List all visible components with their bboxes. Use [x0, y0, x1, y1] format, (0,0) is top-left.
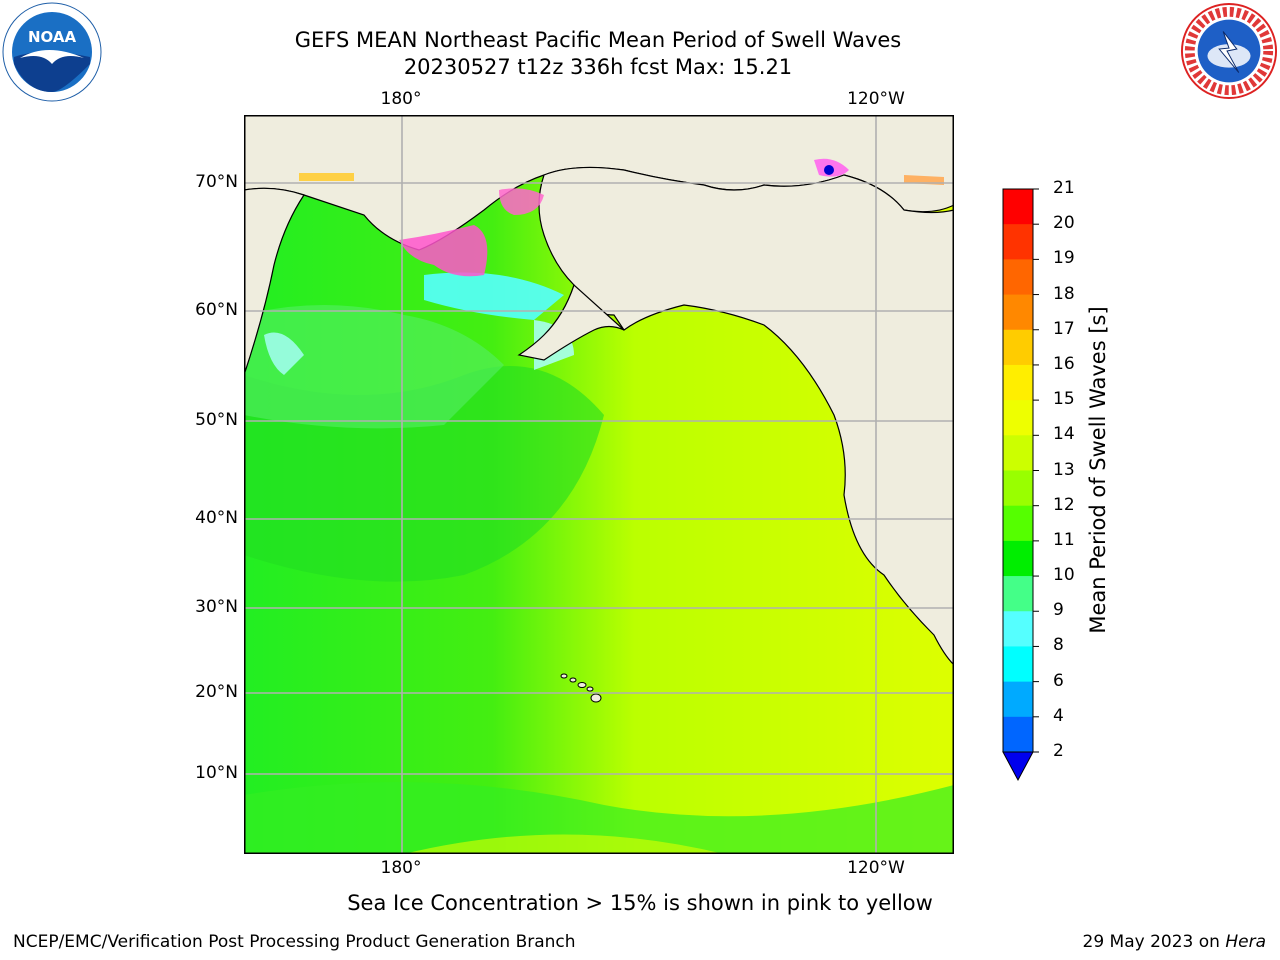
colorbar-band	[1003, 540, 1033, 577]
footer-date: 29 May 2023 on Hera	[1083, 932, 1267, 952]
colorbar-band	[1003, 681, 1033, 718]
land-alaska-peninsula	[517, 283, 625, 361]
colorbar-band	[1003, 611, 1033, 647]
noaa-logo-icon: NOAA	[2, 2, 102, 102]
lon-label-bottom-180: 180°	[380, 858, 422, 878]
colorbar-tick-label: 18	[1053, 283, 1075, 304]
svg-text:NOAA: NOAA	[28, 28, 77, 46]
colorbar-band	[1003, 646, 1033, 683]
colorbar-tick-label: 15	[1053, 389, 1075, 410]
footer-host: Hera	[1225, 932, 1266, 952]
footer-date-text: 29 May 2023 on	[1082, 932, 1226, 952]
footer-credit: NCEP/EMC/Verification Post Processing Pr…	[13, 932, 576, 952]
map-panel	[244, 115, 954, 854]
sea-ice-beaufort-core	[824, 165, 834, 175]
colorbar-band	[1003, 400, 1033, 436]
colorbar-band	[1003, 576, 1033, 612]
green-band-south	[244, 782, 954, 854]
colorbar-tick-label: 19	[1053, 248, 1075, 269]
sea-ice-arctic-yellow	[299, 173, 354, 181]
colorbar-band	[1003, 470, 1033, 507]
land-north-america	[538, 166, 954, 666]
colorbar-tick-label: 8	[1053, 635, 1064, 656]
hawaii-islands	[560, 673, 602, 703]
colorbar-tick-label: 9	[1053, 600, 1064, 621]
sea-ice-chukchi	[499, 188, 544, 215]
colorbar-band	[1003, 364, 1033, 401]
nws-logo-icon	[1180, 2, 1278, 100]
colorbar-band	[1003, 294, 1033, 331]
colorbar-tick-label: 11	[1053, 529, 1075, 550]
chart-title: GEFS MEAN Northeast Pacific Mean Period …	[294, 28, 902, 52]
colorbar-tick-label: 20	[1053, 213, 1075, 234]
chart-subtitle: 20230527 t12z 336h fcst Max: 15.21	[403, 55, 793, 79]
lat-label-40n: 40°N	[195, 508, 238, 528]
colorbar-label: Mean Period of Swell Waves [s]	[1086, 306, 1110, 634]
colorbar-tick-label: 6	[1053, 670, 1064, 691]
graticule	[244, 115, 954, 854]
light-green-northwest	[244, 305, 504, 429]
colorbar-band	[1003, 435, 1033, 471]
cyan-bering	[424, 272, 564, 320]
colorbar-band	[1003, 189, 1033, 225]
colorbar-tick-label: 2	[1053, 741, 1064, 761]
lat-label-70n: 70°N	[195, 172, 238, 192]
swell-period-map	[244, 115, 954, 854]
colorbar-tick-label: 13	[1053, 459, 1075, 480]
colorbar-band	[1003, 505, 1033, 542]
land-kamchatka	[244, 187, 305, 376]
colorbar-tick-label: 4	[1053, 705, 1064, 726]
colorbar-tick-label: 21	[1053, 178, 1075, 198]
colorbar-extend-arrow	[1002, 751, 1034, 782]
colorbar-band	[1003, 224, 1033, 260]
yellow-band-south	[404, 834, 724, 854]
sea-ice-note: Sea Ice Concentration > 15% is shown in …	[347, 891, 933, 915]
colorbar-tick-label: 14	[1053, 424, 1075, 445]
sea-ice-bering	[399, 225, 488, 277]
lon-label-top-120w: 120°W	[847, 89, 905, 109]
lon-label-bottom-120w: 120°W	[847, 858, 905, 878]
colorbar-band	[1003, 329, 1033, 366]
colorbar-band	[1003, 716, 1033, 753]
lon-label-top-180: 180°	[380, 89, 422, 109]
map-frame	[244, 115, 954, 854]
colorbar-band	[1003, 259, 1033, 296]
lat-label-10n: 10°N	[195, 763, 238, 783]
lat-label-50n: 50°N	[195, 410, 238, 430]
colorbar-tick-label: 16	[1053, 353, 1075, 374]
lat-label-20n: 20°N	[195, 682, 238, 702]
colorbar-tick-label: 12	[1053, 494, 1075, 515]
colorbar-frame	[1002, 188, 1034, 753]
colorbar-tick-label: 17	[1053, 318, 1075, 339]
colorbar-tick-label: 10	[1053, 565, 1075, 586]
lat-label-60n: 60°N	[195, 300, 238, 320]
cyan-southwest-alaska	[264, 332, 304, 375]
lat-label-30n: 30°N	[195, 597, 238, 617]
